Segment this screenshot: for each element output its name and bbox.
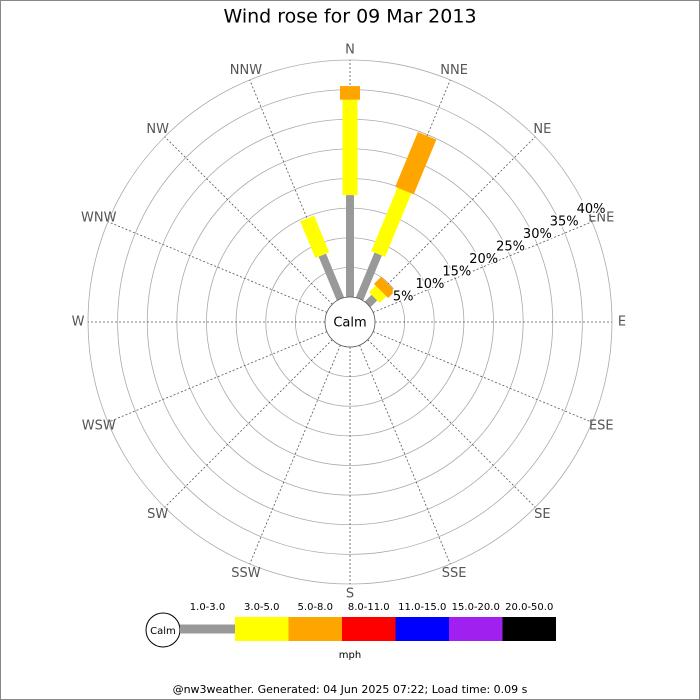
spoke [367,339,536,508]
direction-label: ENE [588,210,614,225]
spoke [372,221,593,313]
direction-label: NNW [230,63,262,78]
bar-segment [355,252,382,301]
spoke [249,79,341,300]
units-label: mph [339,650,361,661]
direction-label: WNW [81,210,117,225]
spoke [164,339,333,508]
bar-segment [369,285,387,303]
direction-label: W [72,315,85,330]
legend-swatch [449,617,503,641]
direction-label: SSE [442,566,467,581]
bar-segment [346,195,354,297]
direction-label: WSW [82,419,116,434]
legend-calm-label: Calm [150,626,176,637]
legend-swatch [502,617,556,641]
legend-swatch [342,617,396,641]
spoke [249,344,341,565]
direction-label: NE [533,122,551,137]
legend-label: 3.0-5.0 [244,602,279,613]
legend-label: 1.0-3.0 [190,602,225,613]
ring-label: 10% [416,277,445,292]
calm-circle [324,296,376,348]
spoke [372,331,593,423]
spoke [107,221,328,313]
legend-label: 5.0-8.0 [298,602,333,613]
spoke [367,136,536,305]
footer: @nw3weather. Generated: 04 Jun 2025 07:2… [173,683,528,696]
direction-label: SSW [231,566,261,581]
direction-label: S [346,587,354,602]
spoke [359,79,451,300]
bar-segment [342,99,358,196]
ring-label: 5% [393,290,414,305]
spoke [164,136,333,305]
legend-swatch [288,617,342,641]
direction-label: NNE [440,63,468,78]
legend-swatch [180,624,235,634]
legend-swatch [235,617,289,641]
legend-swatch [395,617,449,641]
direction-label: ESE [589,419,614,434]
direction-label: N [345,43,355,58]
chart-title: Wind rose for 09 Mar 2013 [223,6,476,28]
ring-label: 20% [469,252,498,267]
spoke [359,344,451,565]
bar-segment [340,86,360,100]
direction-label: SW [147,507,168,522]
bar-segment [374,276,396,298]
calm-label: Calm [333,316,366,331]
ring-label: 25% [496,240,525,255]
spoke [107,331,328,423]
legend-label: 11.0-15.0 [398,602,446,613]
bar-segment [395,131,437,195]
legend-label: 15.0-20.0 [452,602,500,613]
ring-label: 30% [523,227,552,242]
bar-segment [371,187,412,257]
legend-label: 8.0-11.0 [348,602,390,613]
bar-segment [300,215,330,258]
bar-segment [318,253,345,301]
ring-label: 15% [442,265,471,280]
direction-label: NW [146,122,169,137]
ring-label: 35% [550,215,579,230]
ring-label: 40% [577,202,606,217]
direction-label: E [618,315,626,330]
direction-label: SE [534,507,550,522]
legend-label: 20.0-50.0 [505,602,553,613]
